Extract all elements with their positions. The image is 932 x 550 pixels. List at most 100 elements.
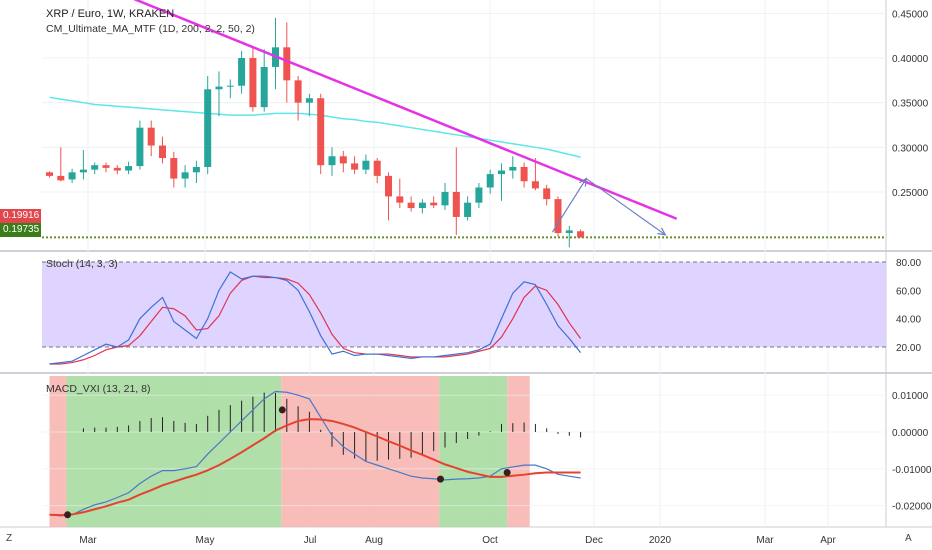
candle-body <box>147 127 155 146</box>
candle-body <box>373 160 381 176</box>
candle <box>486 169 494 194</box>
macd-zone-bull <box>66 376 282 527</box>
candle-body <box>452 191 460 217</box>
candle-body <box>339 156 347 164</box>
candle <box>57 147 65 182</box>
candle <box>441 183 449 210</box>
candle <box>204 75 212 175</box>
candle-body <box>351 163 359 170</box>
macd-cross-point <box>278 406 286 414</box>
candle <box>294 75 302 121</box>
x-tick-label: May <box>196 535 215 546</box>
candle-body <box>249 58 257 108</box>
candle <box>147 120 155 157</box>
candle-body <box>305 98 313 103</box>
candle-body <box>396 196 404 203</box>
candle-body <box>430 202 438 206</box>
stoch-label: Stoch (14, 3, 3) <box>46 258 118 270</box>
candle <box>272 17 279 90</box>
current-price-pill: 0.19916 <box>0 209 42 223</box>
macd-slow-line <box>49 418 581 517</box>
candle <box>577 229 585 238</box>
stoch-band <box>42 262 886 347</box>
candle-body <box>159 145 166 159</box>
y-tick-label: 80.00 <box>896 258 921 269</box>
candle <box>407 196 415 212</box>
candle <box>531 158 539 191</box>
projection-arrow <box>585 178 666 236</box>
candle <box>543 184 551 206</box>
ma-price-pill: 0.19735 <box>0 223 42 237</box>
candle-body <box>498 170 505 175</box>
corner-left-label[interactable]: Z <box>6 533 13 544</box>
candle <box>385 172 392 221</box>
candle-body <box>317 98 325 166</box>
candle-body <box>577 231 585 238</box>
macd-cross-point <box>64 511 72 519</box>
candle <box>475 183 483 209</box>
candle-body <box>125 166 133 171</box>
candle-body <box>509 166 517 171</box>
candle-body <box>238 58 246 86</box>
candle-body <box>68 172 76 180</box>
candle-body <box>385 175 392 197</box>
candle-body <box>362 160 370 170</box>
candle-body <box>226 85 234 87</box>
candle-body <box>136 127 144 167</box>
macd-zone-bear <box>507 376 530 527</box>
candle <box>68 168 76 184</box>
candle <box>317 93 325 175</box>
candle-body <box>464 202 472 217</box>
candle <box>464 196 472 221</box>
candle-body <box>441 191 449 206</box>
candle-body <box>520 166 528 182</box>
candle <box>79 150 87 180</box>
candle <box>260 49 268 112</box>
candle-body <box>46 172 53 176</box>
candle <box>498 163 505 201</box>
candle-body <box>91 165 99 170</box>
candle <box>452 147 460 235</box>
candle-body <box>113 167 121 171</box>
x-tick-label: Mar <box>79 535 97 546</box>
candle-body <box>102 165 110 168</box>
corner-right-label[interactable]: A <box>905 533 912 544</box>
candle <box>351 156 359 175</box>
candle <box>226 79 234 99</box>
candle <box>159 136 166 164</box>
candle <box>430 196 438 209</box>
macd-cross-point <box>436 475 444 483</box>
y-tick-label: -0.01000 <box>892 465 932 476</box>
candle-body <box>192 166 200 173</box>
candle <box>509 156 517 179</box>
candle-body <box>328 156 336 166</box>
chart-title: XRP / Euro, 1W, KRAKEN <box>46 8 175 20</box>
candle <box>192 160 200 184</box>
macd-label: MACD_VXI (13, 21, 8) <box>46 383 151 395</box>
candle <box>328 147 336 176</box>
candle <box>339 150 347 173</box>
candle <box>565 225 573 248</box>
candle-body <box>565 230 573 234</box>
ma-indicator-label: CM_Ultimate_MA_MTF (1D, 200, 2, 2, 50, 2… <box>46 23 255 35</box>
candle <box>520 162 528 188</box>
candle-body <box>543 188 551 200</box>
candle <box>283 22 291 103</box>
candle <box>418 199 426 214</box>
y-tick-label: -0.02000 <box>892 502 932 513</box>
x-tick-label: Aug <box>365 535 383 546</box>
candle-body <box>57 175 65 181</box>
candle <box>181 165 189 188</box>
candle-body <box>407 202 415 209</box>
candle <box>396 178 404 209</box>
macd-zone-bull <box>439 376 508 527</box>
candle <box>102 162 110 173</box>
stoch-d-line <box>49 275 582 365</box>
candle <box>46 171 53 178</box>
candle <box>170 151 178 188</box>
candle-body <box>418 202 426 209</box>
macd-zone-bear <box>49 376 67 527</box>
y-tick-label: 0.40000 <box>892 54 929 65</box>
candle <box>215 71 223 117</box>
candle <box>125 161 133 175</box>
